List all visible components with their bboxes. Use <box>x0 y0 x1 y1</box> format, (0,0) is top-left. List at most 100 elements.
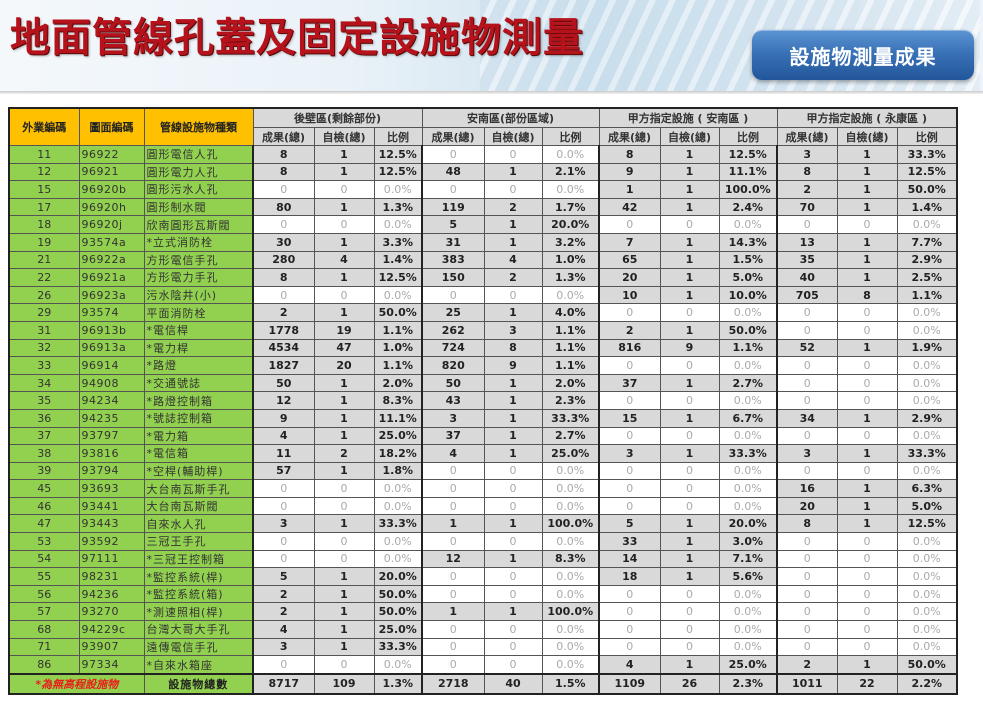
cell-result-count: 9 <box>252 408 315 428</box>
cell-result-count: 4 <box>421 444 485 463</box>
cell-result-count: 2 <box>776 180 838 199</box>
cell-drawing-code: 93693 <box>78 479 145 498</box>
cell-drawing-code: 93816 <box>78 444 145 463</box>
cell-result-count: 280 <box>252 250 315 270</box>
cell-ratio: 0.0% <box>373 496 423 516</box>
cell-facility-type: 圓形電信人孔 <box>143 145 254 164</box>
cell-result-count: 43 <box>421 391 485 410</box>
cell-result-count: 3 <box>776 444 838 463</box>
header-row-groups: 外業編碼 圖面編碼 管線設施物種類 後壁區(剩餘部份) 安南區(部份區域) 甲方… <box>8 107 958 146</box>
cell-facility-type: *電信桿 <box>143 320 254 340</box>
cell-ratio: 6.7% <box>718 408 778 428</box>
table-row: 53 93592 三冠王手孔 0 0 0.0% 0 0 0.0% 33 1 3.0% 0 0 0.0% <box>8 532 958 551</box>
cell-facility-type: 圓形污水人孔 <box>143 180 254 199</box>
cell-self-check-count: 0 <box>313 285 375 305</box>
cell-field-code: 22 <box>8 268 80 287</box>
cell-drawing-code: 93907 <box>78 637 145 657</box>
cell-ratio: 25.0% <box>541 444 600 463</box>
cell-result-count: 0 <box>598 303 661 322</box>
table-row: 26 96923a 污水陰井(小) 0 0 0.0% 0 0 0.0% 10 1 10.0% 705 8 1… <box>8 285 958 305</box>
cell-field-code: 57 <box>8 602 80 622</box>
survey-results-button[interactable]: 設施物測量成果 <box>752 30 974 80</box>
table-row: 71 93907 遠傳電信手孔 3 1 33.3% 0 0 0.0% 0 0 0.0% 0 0 0.0% <box>8 637 958 657</box>
cell-result-count: 3 <box>776 145 838 164</box>
cell-self-check-count: 0 <box>836 356 898 375</box>
cell-ratio: 5.6% <box>718 567 778 586</box>
cell-result-count: 70 <box>776 197 838 217</box>
cell-result-count: 25 <box>421 303 485 322</box>
cell-result-count: 20 <box>776 496 838 516</box>
subheader-ratio: 比例 <box>541 127 600 146</box>
table-row: 54 97111 *三冠王控制箱 0 0 0.0% 12 1 8.3% 14 1 7.1% 0 0 0.0% <box>8 549 958 569</box>
cell-result-count: 820 <box>421 356 485 375</box>
cell-self-check-count: 1 <box>659 549 720 569</box>
cell-self-check-count: 1 <box>483 408 543 428</box>
cell-self-check-count: 1 <box>659 250 720 270</box>
cell-field-code: 18 <box>8 215 80 234</box>
cell-result-count: 12 <box>252 391 315 410</box>
cell-self-check-count: 0 <box>836 549 898 569</box>
cell-result-count: 9 <box>598 162 661 182</box>
cell-ratio: 0.0% <box>896 373 958 393</box>
cell-ratio: 1.1% <box>718 338 778 358</box>
cell-self-check-count: 1 <box>313 461 375 481</box>
cell-result-count: 383 <box>421 250 485 270</box>
cell-ratio: 3.2% <box>541 232 600 252</box>
cell-drawing-code: 96922 <box>78 145 145 164</box>
cell-self-check-count: 0 <box>659 620 720 639</box>
cell-ratio: 3.0% <box>718 532 778 551</box>
cell-self-check-count: 0 <box>836 215 898 234</box>
cell-drawing-code: 97334 <box>78 655 145 675</box>
cell-self-check-count: 0 <box>659 391 720 410</box>
cell-ratio: 3.3% <box>373 232 423 252</box>
table-row: 15 96920b 圓形污水人孔 0 0 0.0% 0 0 0.0% 1 1 100.0% 2 1 50.0… <box>8 180 958 199</box>
cell-self-check-count: 1 <box>483 303 543 322</box>
cell-self-check-count: 47 <box>313 338 375 358</box>
cell-ratio: 10.0% <box>718 285 778 305</box>
cell-drawing-code: 98231 <box>78 567 145 586</box>
table-row: 55 98231 *監控系統(桿) 5 1 20.0% 0 0 0.0% 18 1 5.6% 0 0 0.0… <box>8 567 958 586</box>
table-row: 32 96913a *電力桿 4534 47 1.0% 724 8 1.1% 816 9 1.1% 52… <box>8 338 958 358</box>
cell-ratio: 20.0% <box>541 215 600 234</box>
cell-ratio: 0.0% <box>373 285 423 305</box>
cell-result-count: 0 <box>598 602 661 622</box>
table-row: 12 96921 圓形電力人孔 8 1 12.5% 48 1 2.1% 9 1 11.1% 8 1 12.5… <box>8 162 958 182</box>
cell-result-count: 0 <box>421 655 485 675</box>
cell-ratio: 0.0% <box>896 620 958 639</box>
cell-self-check-count: 1 <box>313 391 375 410</box>
cell-drawing-code: 96922a <box>78 250 145 270</box>
cell-ratio: 4.0% <box>541 303 600 322</box>
cell-result-count: 0 <box>421 637 485 657</box>
cell-drawing-code: 96913a <box>78 338 145 358</box>
cell-result-count: 15 <box>598 408 661 428</box>
cell-result-count: 0 <box>776 356 838 375</box>
cell-facility-type: 台灣大哥大手孔 <box>143 620 254 639</box>
cell-ratio: 0.0% <box>541 584 600 604</box>
cell-ratio: 0.0% <box>541 461 600 481</box>
cell-result-count: 724 <box>421 338 485 358</box>
table-body: 11 96922 圓形電信人孔 8 1 12.5% 0 0 0.0% 8 1 12.5% 3 1 33.3%… <box>8 145 958 695</box>
cell-self-check-count: 0 <box>836 373 898 393</box>
cell-result-count: 0 <box>598 637 661 657</box>
cell-result-count: 0 <box>598 215 661 234</box>
cell-facility-type: 圓形制水閥 <box>143 197 254 217</box>
cell-result-count: 0 <box>598 356 661 375</box>
cell-result-count: 0 <box>776 215 838 234</box>
cell-self-check-count: 1 <box>483 391 543 410</box>
cell-self-check-count: 1 <box>483 602 543 622</box>
cell-ratio: 2.9% <box>896 250 958 270</box>
cell-field-code: 68 <box>8 620 80 639</box>
cell-result-count: 8 <box>252 162 315 182</box>
cell-result-count: 5 <box>252 567 315 586</box>
cell-result-count: 0 <box>421 567 485 586</box>
cell-facility-type: 方形電力手孔 <box>143 268 254 287</box>
cell-facility-type: *路燈控制箱 <box>143 391 254 410</box>
cell-ratio: 0.0% <box>541 479 600 498</box>
cell-ratio: 8.3% <box>373 391 423 410</box>
cell-result-count: 57 <box>252 461 315 481</box>
cell-field-code: 55 <box>8 567 80 586</box>
cell-ratio: 1.0% <box>541 250 600 270</box>
cell-ratio: 0.0% <box>541 637 600 657</box>
cell-ratio: 50.0% <box>373 602 423 622</box>
total-ratio: 1.3% <box>373 672 423 695</box>
